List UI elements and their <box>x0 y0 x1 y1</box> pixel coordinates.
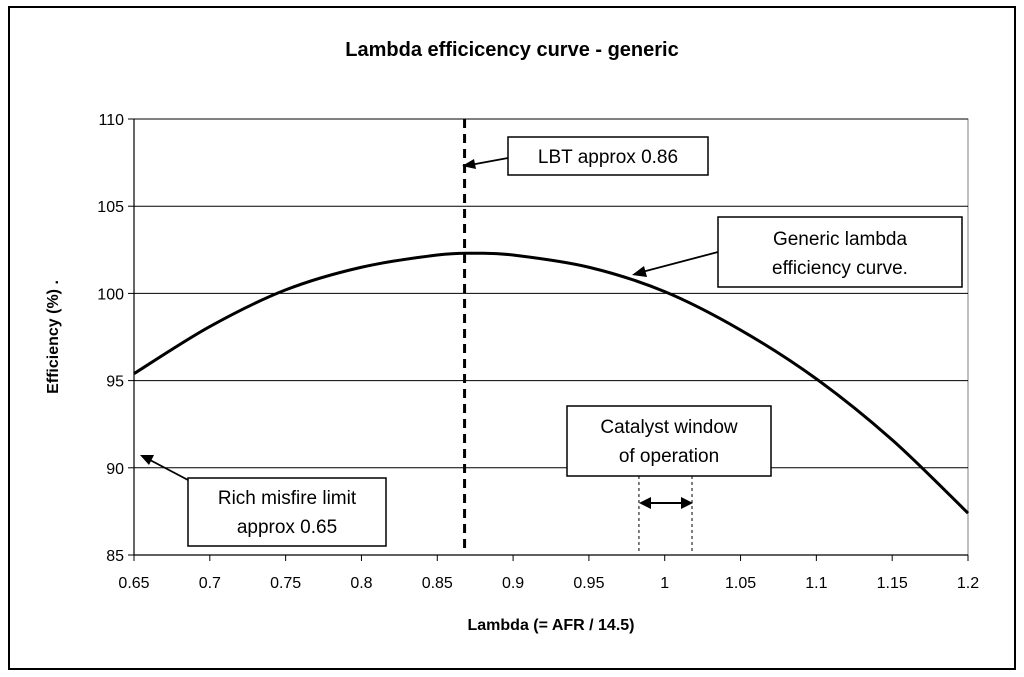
annotation-box <box>566 405 772 477</box>
x-tick-label: 0.9 <box>502 575 524 592</box>
y-tick-label: 85 <box>106 548 124 565</box>
y-axis-title: Efficiency (%) . <box>45 280 62 394</box>
x-tick-label: 1.1 <box>805 575 827 592</box>
arrow-line <box>149 459 189 481</box>
chart-title: Lambda efficicency curve - generic <box>345 39 678 61</box>
annotation-misfire-line2: approx 0.65 <box>237 517 337 538</box>
y-tick-label: 110 <box>98 112 124 129</box>
x-tick-label: 0.65 <box>118 575 149 592</box>
annotation-catalyst-line2: of operation <box>619 446 719 467</box>
annotation-box <box>187 477 387 547</box>
annotation-misfire: Rich misfire limit approx 0.65 <box>140 455 387 547</box>
series-group <box>133 251 970 515</box>
y-tick-label: 95 <box>106 374 124 391</box>
y-axis-ticks: 85 90 95 100 105 110 <box>97 112 134 565</box>
annotation-curve-line1: Generic lambda <box>773 229 908 250</box>
reference-lines <box>463 119 693 553</box>
arrowhead-icon <box>462 159 476 169</box>
annotation-misfire-line1: Rich misfire limit <box>218 488 357 509</box>
arrow-line <box>641 251 719 273</box>
x-tick-label: 0.8 <box>350 575 372 592</box>
gridlines <box>134 118 968 469</box>
x-tick-label: 0.7 <box>199 575 221 592</box>
annotation-catalyst-line1: Catalyst window <box>600 417 738 438</box>
annotation-curve: Generic lambda efficiency curve. <box>632 216 963 288</box>
y-tick-label: 90 <box>106 461 124 478</box>
annotation-box <box>507 136 709 176</box>
annotation-lbt: LBT approx 0.86 <box>462 136 709 176</box>
x-tick-label: 1.2 <box>957 575 979 592</box>
x-tick-label: 1.05 <box>725 575 756 592</box>
x-tick-label: 0.85 <box>422 575 453 592</box>
annotation-lbt-line1: LBT approx 0.86 <box>538 147 678 168</box>
arrowhead-icon <box>632 266 647 277</box>
y-tick-label: 100 <box>97 286 124 303</box>
x-tick-label: 1.15 <box>877 575 908 592</box>
arrow-line <box>469 157 509 166</box>
x-tick-label: 0.95 <box>573 575 604 592</box>
efficiency-curve-line <box>133 251 970 515</box>
y-tick-label: 105 <box>97 199 124 216</box>
x-tick-label: 0.75 <box>270 575 301 592</box>
annotation-curve-line2: efficiency curve. <box>772 258 908 279</box>
x-tick-label: 1 <box>660 575 669 592</box>
x-axis-title: Lambda (= AFR / 14.5) <box>468 617 635 634</box>
arrowhead-icon <box>140 455 154 465</box>
arrowhead-right-icon <box>681 497 693 509</box>
x-axis-ticks: 0.65 0.7 0.75 0.8 0.85 0.9 0.95 1 1.05 1.1 1.15 1.2 <box>118 555 979 592</box>
annotation-catalyst: Catalyst window of operation <box>566 405 772 509</box>
arrowhead-left-icon <box>639 497 651 509</box>
annotation-box <box>717 216 963 288</box>
